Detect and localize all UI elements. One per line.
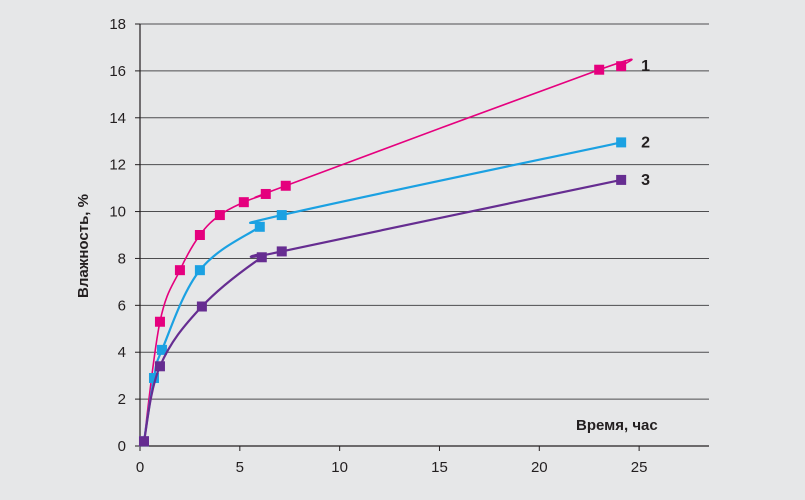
x-tick-label: 20 bbox=[531, 459, 548, 476]
data-point-3 bbox=[138, 436, 149, 447]
y-tick-label: 0 bbox=[118, 438, 126, 455]
y-tick-label: 16 bbox=[109, 63, 126, 80]
data-point-3 bbox=[276, 246, 287, 257]
series-label-3: 3 bbox=[641, 172, 650, 189]
x-tick-label: 0 bbox=[136, 459, 144, 476]
data-point-1 bbox=[280, 180, 291, 191]
y-tick-label: 12 bbox=[109, 157, 126, 174]
data-point-3 bbox=[256, 252, 267, 263]
series-label-1: 1 bbox=[641, 58, 650, 75]
y-axis-title: Влажность, % bbox=[75, 194, 92, 298]
series-label-2: 2 bbox=[641, 134, 650, 151]
data-point-2 bbox=[616, 137, 627, 148]
y-tick-label: 4 bbox=[118, 344, 126, 361]
x-tick-label: 15 bbox=[431, 459, 448, 476]
data-point-1 bbox=[194, 230, 205, 240]
data-point-3 bbox=[154, 361, 165, 372]
x-tick-label: 25 bbox=[631, 459, 648, 476]
data-point-1 bbox=[174, 265, 185, 276]
y-tick-label: 18 bbox=[109, 16, 126, 33]
data-point-1 bbox=[594, 64, 605, 75]
data-point-2 bbox=[254, 221, 265, 232]
x-tick-label: 10 bbox=[331, 459, 348, 476]
x-axis-title: Время, час bbox=[576, 417, 658, 434]
axes-layer bbox=[135, 23, 709, 451]
y-tick-label: 6 bbox=[118, 297, 126, 314]
data-point-3 bbox=[196, 301, 207, 312]
data-point-1 bbox=[238, 197, 249, 208]
data-point-2 bbox=[156, 344, 167, 355]
x-tick-label: 5 bbox=[236, 459, 244, 476]
data-point-2 bbox=[276, 210, 287, 221]
y-tick-label: 10 bbox=[109, 204, 126, 221]
data-point-1 bbox=[260, 188, 271, 199]
data-point-2 bbox=[148, 373, 159, 384]
data-point-1 bbox=[616, 61, 627, 72]
data-point-3 bbox=[616, 174, 627, 185]
grid-layer bbox=[140, 23, 709, 400]
y-tick-label: 14 bbox=[109, 110, 126, 127]
series-layer bbox=[138, 58, 633, 447]
data-point-1 bbox=[214, 210, 225, 221]
series-line-2 bbox=[142, 141, 622, 442]
series-line-1 bbox=[143, 58, 633, 442]
y-tick-label: 2 bbox=[118, 391, 126, 408]
y-tick-label: 8 bbox=[118, 250, 126, 267]
data-point-1 bbox=[154, 316, 165, 327]
data-point-2 bbox=[194, 265, 205, 276]
